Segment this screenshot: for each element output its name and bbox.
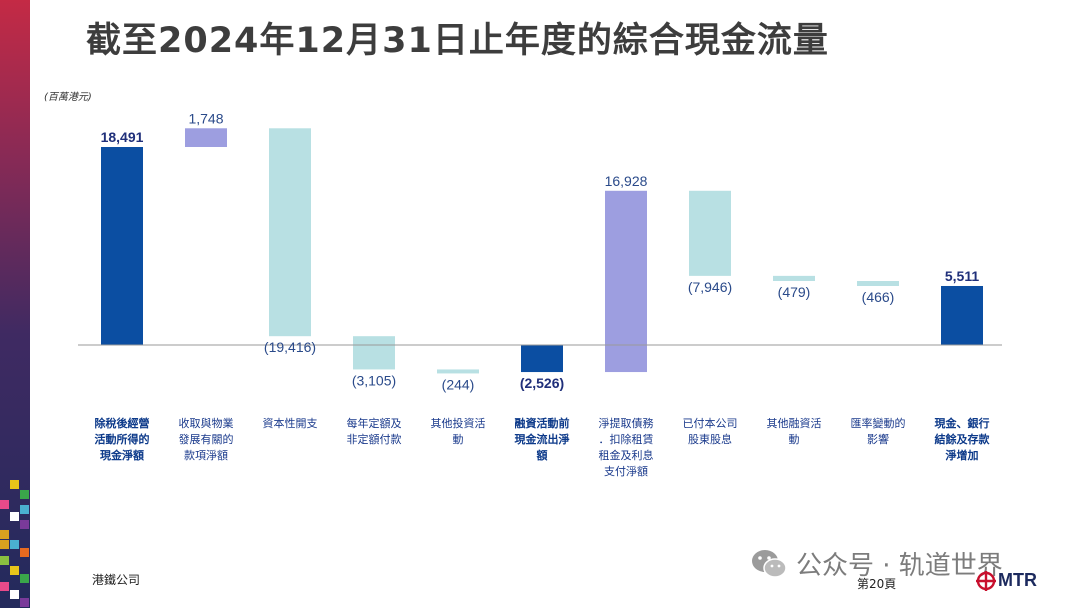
- value-label-10: 5,511: [945, 268, 979, 284]
- value-label-8: (479): [778, 284, 811, 300]
- wechat-icon: [752, 549, 787, 578]
- footer-company-name: 港鐵公司: [92, 573, 141, 587]
- mosaic-square: [20, 520, 29, 529]
- category-label-line: 動: [452, 433, 464, 446]
- bar-4: [437, 369, 479, 374]
- mosaic-square: [10, 512, 19, 521]
- category-label-line: 收取與物業: [178, 417, 234, 430]
- mosaic-square: [20, 548, 29, 557]
- category-label-0: 除稅後經營活動所得的現金淨額: [82, 416, 162, 464]
- mosaic-square: [10, 566, 19, 575]
- bar-0: [101, 147, 143, 345]
- mosaic-square: [20, 505, 29, 514]
- category-label-line: 現金、銀行: [934, 417, 990, 430]
- category-label-line: 除稅後經營: [94, 417, 150, 430]
- category-label-line: 現金淨額: [100, 449, 144, 462]
- mosaic-square: [0, 530, 9, 539]
- category-label-8: 其他融資活動: [754, 416, 834, 448]
- category-label-line: 資本性開支: [262, 417, 318, 430]
- bar-9: [857, 280, 899, 286]
- mosaic-square: [20, 598, 29, 607]
- category-label-line: 結餘及存款: [934, 433, 990, 446]
- category-label-line: 其他融資活: [766, 417, 822, 430]
- category-label-5: 融資活動前現金流出淨額: [502, 416, 582, 464]
- category-label-line: 動: [788, 433, 800, 446]
- bar-5: [521, 345, 563, 373]
- side-decoration-bar: [0, 0, 30, 608]
- value-label-5: (2,526): [520, 375, 564, 391]
- category-label-3: 每年定額及非定額付款: [334, 416, 414, 448]
- bar-7: [689, 190, 731, 276]
- category-label-9: 匯率變動的 影響: [838, 416, 918, 448]
- page-title: 截至2024年12月31日止年度的綜合現金流量: [86, 21, 829, 61]
- value-label-1: 1,748: [188, 110, 223, 126]
- category-label-line: 淨增加: [945, 449, 979, 462]
- category-label-line: 匯率變動的: [850, 417, 906, 430]
- category-label-6: 淨提取債務 ．扣除租賃租金及利息支付淨額: [586, 416, 666, 480]
- mosaic-square: [0, 556, 9, 565]
- mosaic-square: [10, 480, 19, 489]
- category-label-line: 額: [536, 449, 548, 462]
- category-label-10: 現金、銀行結餘及存款淨增加: [922, 416, 1002, 464]
- category-label-line: 已付本公司: [682, 417, 738, 430]
- category-label-line: ．扣除租賃: [598, 433, 654, 446]
- category-label-line: 非定額付款: [346, 433, 402, 446]
- mosaic-square: [0, 500, 9, 509]
- bar-10: [941, 285, 983, 345]
- bar-3: [353, 336, 395, 370]
- category-label-line: 款項淨額: [184, 449, 228, 462]
- value-label-2: (19,416): [264, 339, 316, 355]
- mtr-logo-icon: [976, 570, 996, 591]
- category-label-2: 資本性開支: [250, 416, 330, 432]
- category-label-line: 現金流出淨: [514, 433, 570, 446]
- mtr-logo: MTR: [976, 570, 1037, 591]
- watermark-text: 公众号 · 轨道世界: [796, 551, 1003, 581]
- bar-1: [185, 128, 227, 147]
- category-label-line: 發展有關的: [178, 433, 234, 446]
- waterfall-chart: 18,491 1,748 (19,416) (3,105) (244) (2,526) 16…: [78, 110, 1002, 392]
- mosaic-square: [0, 582, 9, 591]
- category-label-1: 收取與物業發展有關的款項淨額: [166, 416, 246, 464]
- unit-note: (百萬港元): [44, 92, 92, 103]
- category-label-line: 淨提取債務: [598, 417, 654, 430]
- category-label-line: 融資活動前: [514, 417, 570, 430]
- value-label-7: (7,946): [688, 279, 732, 295]
- category-label-line: 每年定額及: [346, 417, 402, 430]
- bar-6: [605, 190, 647, 373]
- category-label-line: 股東股息: [688, 433, 732, 446]
- category-label-line: 活動所得的: [94, 433, 150, 446]
- bar-2: [269, 128, 311, 337]
- mtr-logo-text: MTR: [998, 570, 1037, 590]
- mosaic-square: [20, 574, 29, 583]
- category-label-7: 已付本公司 股東股息: [670, 416, 750, 448]
- category-label-line: 租金及利息: [598, 449, 654, 462]
- bar-8: [773, 275, 815, 281]
- category-label-line: 其他投資活: [430, 417, 486, 430]
- category-label-4: 其他投資活動: [418, 416, 498, 448]
- mosaic-square: [20, 490, 29, 499]
- category-label-line: 支付淨額: [604, 465, 648, 478]
- value-label-9: (466): [862, 289, 895, 305]
- value-label-4: (244): [442, 376, 475, 392]
- mosaic-square: [10, 590, 19, 599]
- category-label-line: 影響: [867, 433, 889, 446]
- page-number: 第20頁: [857, 577, 897, 591]
- mosaic-square: [10, 540, 19, 549]
- value-label-6: 16,928: [605, 173, 648, 189]
- mosaic-square: [0, 540, 9, 549]
- watermark: 公众号 · 轨道世界: [750, 545, 1003, 582]
- value-label-3: (3,105): [352, 372, 396, 388]
- value-label-0: 18,491: [101, 129, 144, 145]
